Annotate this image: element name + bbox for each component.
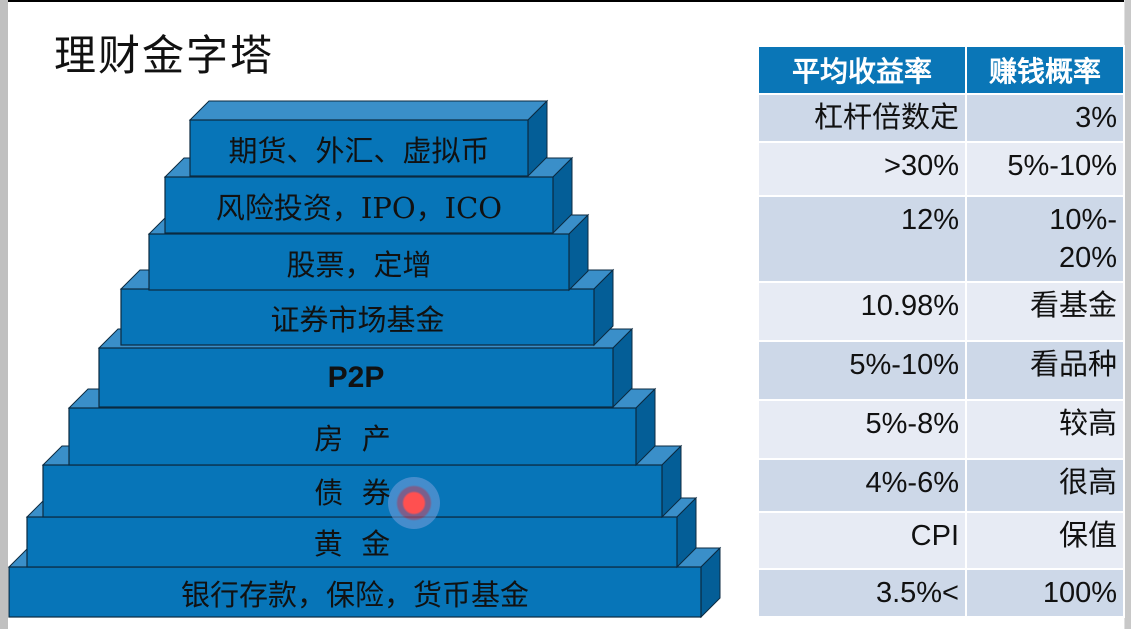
mouse-cursor-indicator bbox=[388, 477, 440, 529]
header-win-probability: 赚钱概率 bbox=[965, 45, 1125, 95]
pyramid-level-6: 房 产 bbox=[314, 422, 391, 456]
right-scrollbar[interactable] bbox=[1124, 0, 1131, 629]
table-row: 杠杆倍数定 3% bbox=[757, 93, 1125, 143]
cell-return: 10.98% bbox=[757, 281, 967, 342]
table-row: 3.5%< 100% bbox=[757, 568, 1125, 618]
table-row: 4%-6% 很高 bbox=[757, 458, 1125, 513]
header-average-return: 平均收益率 bbox=[757, 45, 967, 95]
cell-return: 5%-8% bbox=[757, 399, 967, 460]
left-edge-bar bbox=[0, 0, 8, 629]
cell-probability: 看品种 bbox=[965, 340, 1125, 401]
cell-return: CPI bbox=[757, 511, 967, 570]
cell-return: 12% bbox=[757, 195, 967, 283]
table-row: 10.98% 看基金 bbox=[757, 281, 1125, 342]
pyramid-level-8: 黄 金 bbox=[313, 527, 391, 561]
table-row: CPI 保值 bbox=[757, 511, 1125, 570]
pyramid-level-1: 期货、外汇、虚拟币 bbox=[228, 134, 490, 168]
pyramid-level-7: 债 券 bbox=[314, 476, 391, 510]
pyramid-diagram bbox=[7, 99, 722, 619]
pyramid-level-9: 银行存款，保险，货币基金 bbox=[180, 578, 529, 612]
cell-probability: 3% bbox=[965, 93, 1125, 143]
cell-return: 5%-10% bbox=[757, 340, 967, 401]
pyramid-level-3: 股票，定增 bbox=[286, 248, 432, 282]
cell-return: 4%-6% bbox=[757, 458, 967, 513]
cell-probability: 较高 bbox=[965, 399, 1125, 460]
table-row: 12% 10%- 20% bbox=[757, 195, 1125, 283]
page-title: 理财金字塔 bbox=[54, 31, 275, 80]
cell-probability: 5%-10% bbox=[965, 141, 1125, 197]
top-border bbox=[0, 0, 1131, 2]
table-row: 5%-10% 看品种 bbox=[757, 340, 1125, 401]
pyramid-level-5: P2P bbox=[327, 361, 385, 394]
table-row: 5%-8% 较高 bbox=[757, 399, 1125, 460]
return-probability-table: 平均收益率 赚钱概率 杠杆倍数定 3% >30% 5%-10% 12% 10%-… bbox=[757, 45, 1125, 618]
table-header-row: 平均收益率 赚钱概率 bbox=[757, 45, 1125, 95]
table-row: >30% 5%-10% bbox=[757, 141, 1125, 197]
cell-probability: 保值 bbox=[965, 511, 1125, 570]
pyramid-level-2: 风险投资，IPO，ICO bbox=[215, 190, 503, 225]
cell-probability: 100% bbox=[965, 568, 1125, 618]
cell-probability: 很高 bbox=[965, 458, 1125, 513]
pyramid-level-4: 证券市场基金 bbox=[270, 303, 445, 337]
cell-return: >30% bbox=[757, 141, 967, 197]
cell-probability: 看基金 bbox=[965, 281, 1125, 342]
cell-return: 3.5%< bbox=[757, 568, 967, 618]
cell-probability: 10%- 20% bbox=[965, 195, 1125, 283]
cell-return: 杠杆倍数定 bbox=[757, 93, 967, 143]
